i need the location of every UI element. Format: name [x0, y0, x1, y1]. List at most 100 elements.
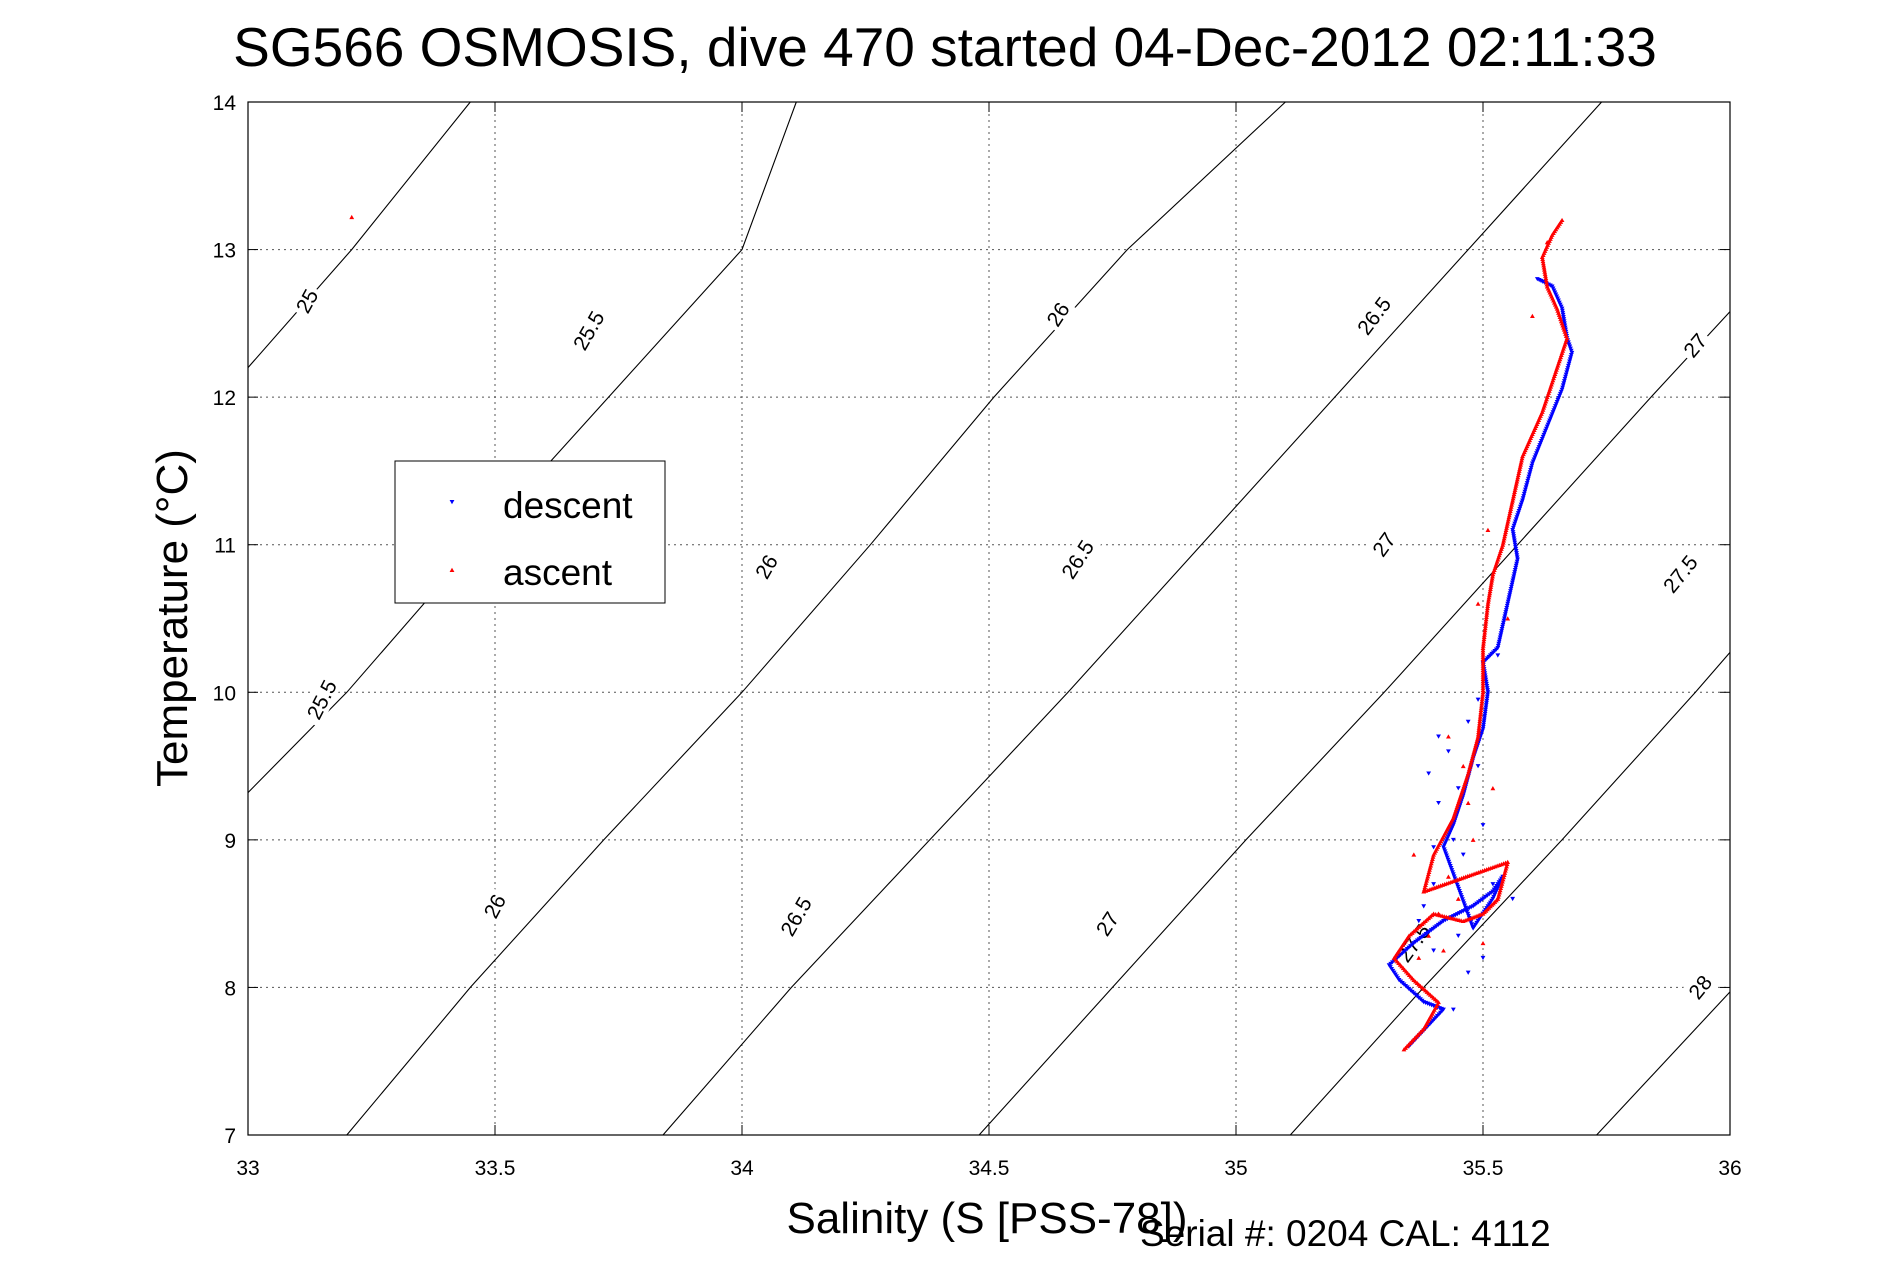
descent-point — [1499, 629, 1504, 634]
ascent-point — [1508, 504, 1514, 509]
ascent-point — [1554, 365, 1560, 370]
contour-label-group: 26 — [1039, 294, 1076, 334]
ascent-point — [1559, 350, 1565, 355]
contour-label: 27 — [1092, 908, 1124, 940]
ascent-point — [1463, 777, 1469, 782]
ascent-point — [1456, 798, 1462, 803]
ascent-point — [1489, 580, 1494, 585]
descent-point — [1482, 709, 1488, 715]
ascent-point — [1530, 313, 1535, 318]
ascent-point — [1561, 344, 1567, 349]
ascent-point — [1477, 718, 1483, 724]
descent-point — [1507, 593, 1512, 598]
descent-point — [1506, 597, 1512, 602]
contour-label-group: 26.5 — [772, 887, 819, 945]
ascent-point — [1461, 783, 1467, 789]
ascent-point — [1475, 736, 1480, 741]
ascent-point — [1488, 582, 1494, 587]
contour-label-group: 26.5 — [1052, 530, 1102, 588]
ascent-point — [1563, 333, 1569, 339]
ascent-point — [1480, 661, 1486, 666]
ascent-point — [1516, 470, 1522, 476]
ascent-point — [1482, 630, 1488, 635]
legend-label-descent: descent — [503, 485, 633, 526]
ascent-point — [1501, 538, 1507, 543]
ascent-point — [1458, 794, 1463, 799]
ascent-point — [1501, 536, 1507, 541]
ascent-point — [1483, 623, 1488, 628]
ascent-point — [1480, 654, 1486, 659]
ascent-point — [1556, 359, 1562, 364]
ascent-point — [1468, 760, 1474, 765]
descent-point — [1511, 536, 1517, 541]
ascent-point — [1541, 265, 1547, 270]
x-tick-label: 33 — [236, 1157, 259, 1180]
ascent-point — [1562, 342, 1568, 347]
contour-label-group: 26 — [476, 886, 512, 925]
descent-point — [1513, 544, 1518, 550]
descent-point — [1436, 734, 1441, 739]
y-tick-label: 10 — [213, 682, 236, 705]
ascent-point — [1498, 548, 1504, 554]
ascent-point — [1484, 610, 1490, 615]
grid-lines — [248, 102, 1730, 1135]
ascent-point — [1558, 354, 1564, 360]
ascent-point — [1450, 815, 1456, 820]
ascent-point — [1478, 707, 1484, 712]
descent-point — [1512, 540, 1518, 545]
ascent-point — [1545, 392, 1551, 398]
ascent-point — [1556, 312, 1562, 317]
contour-label-group: 26 — [747, 547, 784, 586]
ascent-point — [1473, 740, 1479, 746]
ascent-point — [1489, 576, 1495, 581]
ascent-point — [1482, 628, 1488, 633]
ascent-point — [1474, 738, 1480, 743]
descent-point — [1510, 580, 1515, 585]
ascent-point — [1481, 641, 1486, 646]
descent-point — [1510, 530, 1516, 535]
ascent-point — [1549, 382, 1554, 387]
ascent-point — [1480, 692, 1486, 697]
descent-point — [1566, 361, 1572, 366]
descent-point — [1481, 718, 1487, 723]
contour-label: 27 — [1679, 329, 1712, 362]
ascent-point — [1475, 732, 1481, 737]
density-contour-25 — [247, 101, 471, 368]
descent-point — [1524, 483, 1529, 488]
descent-point — [1501, 620, 1506, 625]
ascent-point — [1479, 698, 1485, 704]
ascent-point — [1478, 712, 1483, 717]
ascent-point — [1411, 852, 1417, 857]
contour-label-group: 27 — [1364, 524, 1402, 564]
ascent-point — [1504, 525, 1509, 530]
ascent-point — [1425, 871, 1431, 877]
descent-point — [1482, 714, 1488, 719]
descent-point — [1509, 584, 1514, 590]
ascent-point — [1540, 261, 1546, 266]
ascent-point — [1483, 621, 1489, 626]
descent-point — [1504, 603, 1510, 609]
contour-label: 28 — [1685, 971, 1718, 1004]
ascent-point — [1426, 869, 1432, 874]
ascent-point — [1475, 734, 1481, 739]
descent-point — [1498, 633, 1504, 638]
ascent-point — [1464, 775, 1470, 780]
ascent-point — [1477, 716, 1483, 721]
ascent-point — [1496, 892, 1502, 897]
descent-point — [1495, 646, 1501, 651]
descent-point — [1560, 383, 1566, 388]
x-tick-label: 35.5 — [1463, 1157, 1504, 1180]
y-tick-label: 8 — [224, 977, 236, 1000]
ascent-point — [1424, 876, 1430, 881]
ascent-point — [1476, 725, 1482, 730]
ascent-point — [1480, 659, 1486, 664]
ascent-point — [349, 214, 355, 220]
y-tick-label: 14 — [213, 92, 237, 115]
contour-label-group: 25.5 — [298, 670, 344, 728]
descent-point — [1512, 538, 1517, 543]
ascent-point — [1465, 800, 1471, 805]
descent-point — [1513, 563, 1519, 568]
y-tick-label: 9 — [224, 830, 236, 853]
ascent-point — [1486, 593, 1492, 598]
